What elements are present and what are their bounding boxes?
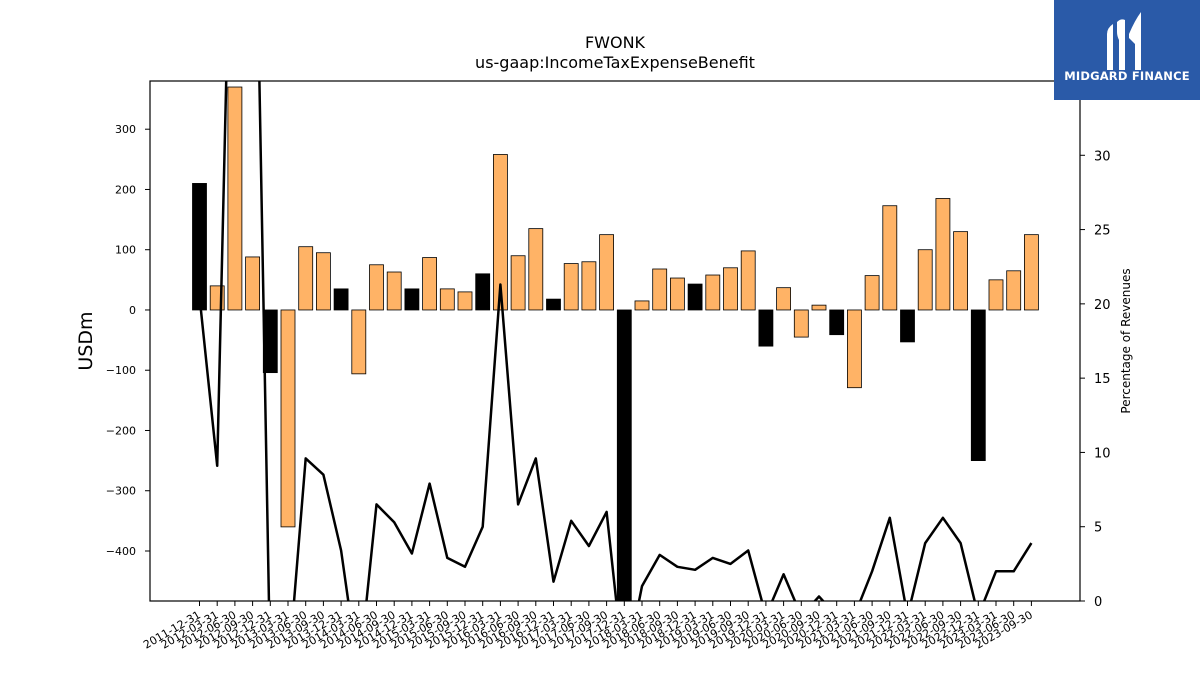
bar-2023-09-30	[1024, 234, 1039, 311]
y2-axis-label: Percentage of Revenues	[1119, 268, 1133, 413]
bar-2015-03-31	[422, 257, 438, 311]
bar-2013-09-30	[315, 252, 331, 311]
bar-2017-12-31	[616, 309, 632, 601]
bar-2020-09-30	[811, 304, 827, 311]
bar-2018-12-31	[687, 283, 703, 311]
logo-text: MIDGARD FINANCE	[1064, 69, 1190, 83]
bar-2018-06-30	[652, 268, 668, 311]
y-tick-label: −400	[106, 545, 136, 558]
bar-2016-03-31	[492, 154, 508, 311]
y-tick-label: 300	[115, 123, 136, 136]
y2-tick-label: 20	[1094, 298, 1111, 313]
bar-2020-12-31	[829, 309, 845, 336]
bar-2021-06-30	[864, 275, 880, 311]
bar-2022-06-30	[935, 198, 951, 311]
bar-2021-09-30	[882, 205, 898, 311]
bar-2019-06-30	[723, 267, 738, 311]
bar-2023-06-30	[1006, 270, 1022, 311]
y-tick-label: −300	[106, 485, 136, 498]
bar-2015-09-30	[457, 291, 473, 311]
percentage-line-group	[198, 81, 1033, 601]
bar-2013-03-31	[280, 309, 296, 528]
y2-tick-label: 10	[1094, 446, 1111, 461]
bar-2014-09-30	[386, 271, 402, 311]
bar-2015-12-31	[475, 273, 491, 311]
bar-2017-06-30	[581, 261, 597, 311]
bar-2022-03-31	[917, 249, 933, 311]
bar-2022-09-30	[953, 231, 968, 311]
bar-2012-06-30	[227, 86, 243, 311]
bar-2021-03-31	[847, 309, 862, 389]
y-axis-label: USDm	[75, 311, 97, 370]
y-tick-label: 200	[115, 183, 136, 196]
y2-tick-label: 25	[1094, 224, 1111, 239]
percentage-of-revenues-line	[198, 81, 1033, 601]
bar-2011-12-31	[192, 183, 207, 311]
bar-2016-06-30	[510, 255, 526, 311]
y2-tick-label: 0	[1094, 595, 1102, 610]
y2-tick-label: 15	[1094, 372, 1111, 387]
bar-2017-09-30	[599, 234, 614, 311]
bar-2018-03-31	[634, 300, 650, 311]
bar-2018-09-30	[670, 277, 685, 311]
bar-2012-09-30	[245, 256, 261, 311]
logo-mark-icon	[1107, 12, 1141, 70]
bar-2016-12-31	[546, 298, 561, 311]
y2-tick-label: 5	[1094, 521, 1102, 536]
y-tick-label: 0	[129, 304, 136, 317]
bar-2014-12-31	[404, 288, 420, 311]
bar-2013-06-30	[298, 246, 314, 311]
bar-group	[192, 86, 1039, 601]
axes-group: −400−300−200−100010020030005101520253020…	[106, 80, 1111, 652]
bar-2021-12-31	[900, 309, 915, 343]
bar-2019-03-31	[705, 274, 721, 311]
bar-2014-03-31	[351, 309, 367, 375]
chart-title: FWONK	[585, 33, 646, 52]
bar-2014-06-30	[369, 264, 384, 311]
bar-2020-06-30	[793, 309, 809, 338]
y-tick-label: −100	[106, 364, 136, 377]
bar-2022-12-31	[970, 309, 986, 462]
bar-2016-09-30	[528, 228, 544, 311]
y-tick-label: 100	[115, 244, 136, 257]
chart-subtitle: us-gaap:IncomeTaxExpenseBenefit	[475, 53, 755, 72]
bar-2020-03-31	[776, 287, 791, 311]
bar-2019-09-30	[740, 250, 756, 311]
y-tick-label: −200	[106, 424, 136, 437]
bar-2017-03-31	[563, 263, 579, 311]
bar-2019-12-31	[758, 309, 774, 347]
plot-frame	[149, 80, 1081, 602]
bar-2023-03-31	[988, 279, 1004, 311]
midgard-finance-logo: MIDGARD FINANCE	[1054, 0, 1200, 100]
bar-2013-12-31	[333, 288, 349, 311]
y2-tick-label: 30	[1094, 149, 1111, 164]
bar-2015-06-30	[439, 288, 455, 311]
